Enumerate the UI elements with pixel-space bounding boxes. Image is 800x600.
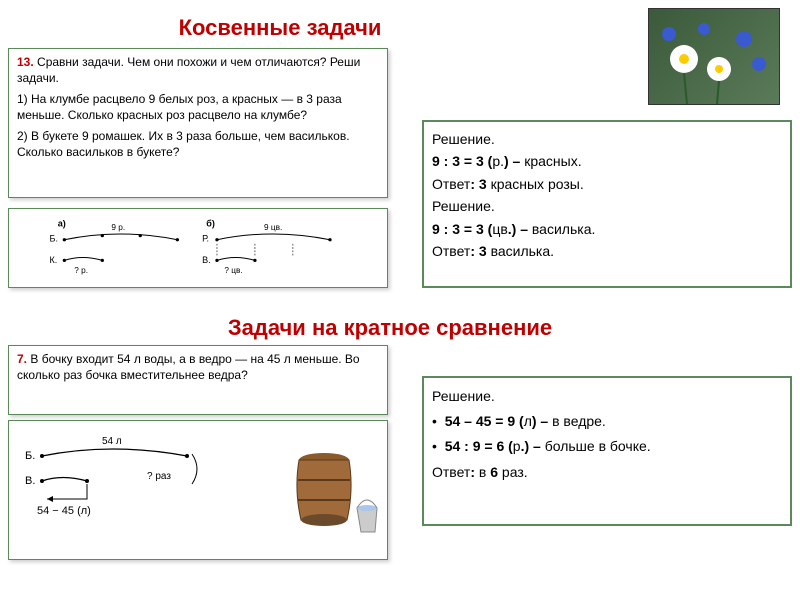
diagram1-svg: а) б) Б. 9 р. К. ? р. Р. 9 цв. В. ? цв. (17, 215, 379, 281)
flowers-svg (649, 9, 779, 104)
sol1-a2: Ответ: 3 василька. (432, 240, 782, 262)
svg-text:а): а) (58, 219, 66, 229)
task13-p1: 1) На клумбе расцвело 9 белых роз, а кра… (17, 92, 379, 123)
svg-text:9 р.: 9 р. (111, 223, 125, 232)
barrel-icon (279, 440, 379, 540)
sol2-s: Решение. (432, 384, 782, 409)
sol2-b2: • 54 : 9 = 6 (р.) – больше в бочке. (432, 434, 782, 459)
svg-text:В.: В. (25, 475, 35, 487)
sol1-s2: Решение. (432, 195, 782, 217)
svg-text:54 − 45 (л): 54 − 45 (л) (37, 505, 91, 517)
diagram1-box: а) б) Б. 9 р. К. ? р. Р. 9 цв. В. ? цв. (8, 208, 388, 288)
svg-text:Б.: Б. (25, 450, 35, 462)
svg-text:9 цв.: 9 цв. (264, 223, 282, 232)
flowers-image (648, 8, 780, 105)
svg-text:? р.: ? р. (74, 266, 88, 275)
task7-text: В бочку входит 54 л воды, а в ведро — на… (17, 352, 360, 382)
task13-p2: 2) В букете 9 ромашек. Их в 3 раза больш… (17, 129, 379, 160)
solution2-box: Решение. • 54 – 45 = 9 (л) – в ведре. • … (422, 376, 792, 526)
title-indirect: Косвенные задачи (130, 15, 430, 41)
solution1-box: Решение. 9 : 3 = 3 (р.) – красных. Ответ… (422, 120, 792, 288)
sol2-a: Ответ: в 6 раз. (432, 460, 782, 485)
task7-box: 7. В бочку входит 54 л воды, а в ведро —… (8, 345, 388, 415)
task7-num: 7. (17, 352, 27, 366)
sol2-b1: • 54 – 45 = 9 (л) – в ведре. (432, 409, 782, 434)
svg-text:В.: В. (202, 255, 211, 265)
sol1-l2: 9 : 3 = 3 (цв.) – василька. (432, 218, 782, 240)
sol1-l1: 9 : 3 = 3 (р.) – красных. (432, 150, 782, 172)
task13-intro: Сравни задачи. Чем они похожи и чем отли… (17, 55, 360, 85)
svg-text:б): б) (206, 219, 215, 229)
sol1-a1: Ответ: 3 красных розы. (432, 173, 782, 195)
barrel-diagram: Б. 54 л В. ? раз 54 − 45 (л) (17, 424, 279, 557)
svg-text:? раз: ? раз (147, 471, 171, 482)
svg-text:Р.: Р. (202, 233, 209, 243)
task13-num: 13. (17, 55, 34, 69)
task13-box: 13. Сравни задачи. Чем они похожи и чем … (8, 48, 388, 198)
barrel-box: Б. 54 л В. ? раз 54 − 45 (л) (8, 420, 388, 560)
svg-text:Б.: Б. (50, 233, 58, 243)
svg-text:? цв.: ? цв. (224, 266, 242, 275)
title-multiple: Задачи на кратное сравнение (0, 315, 780, 341)
svg-text:К.: К. (50, 255, 58, 265)
sol1-s1: Решение. (432, 128, 782, 150)
svg-text:54 л: 54 л (102, 436, 122, 447)
